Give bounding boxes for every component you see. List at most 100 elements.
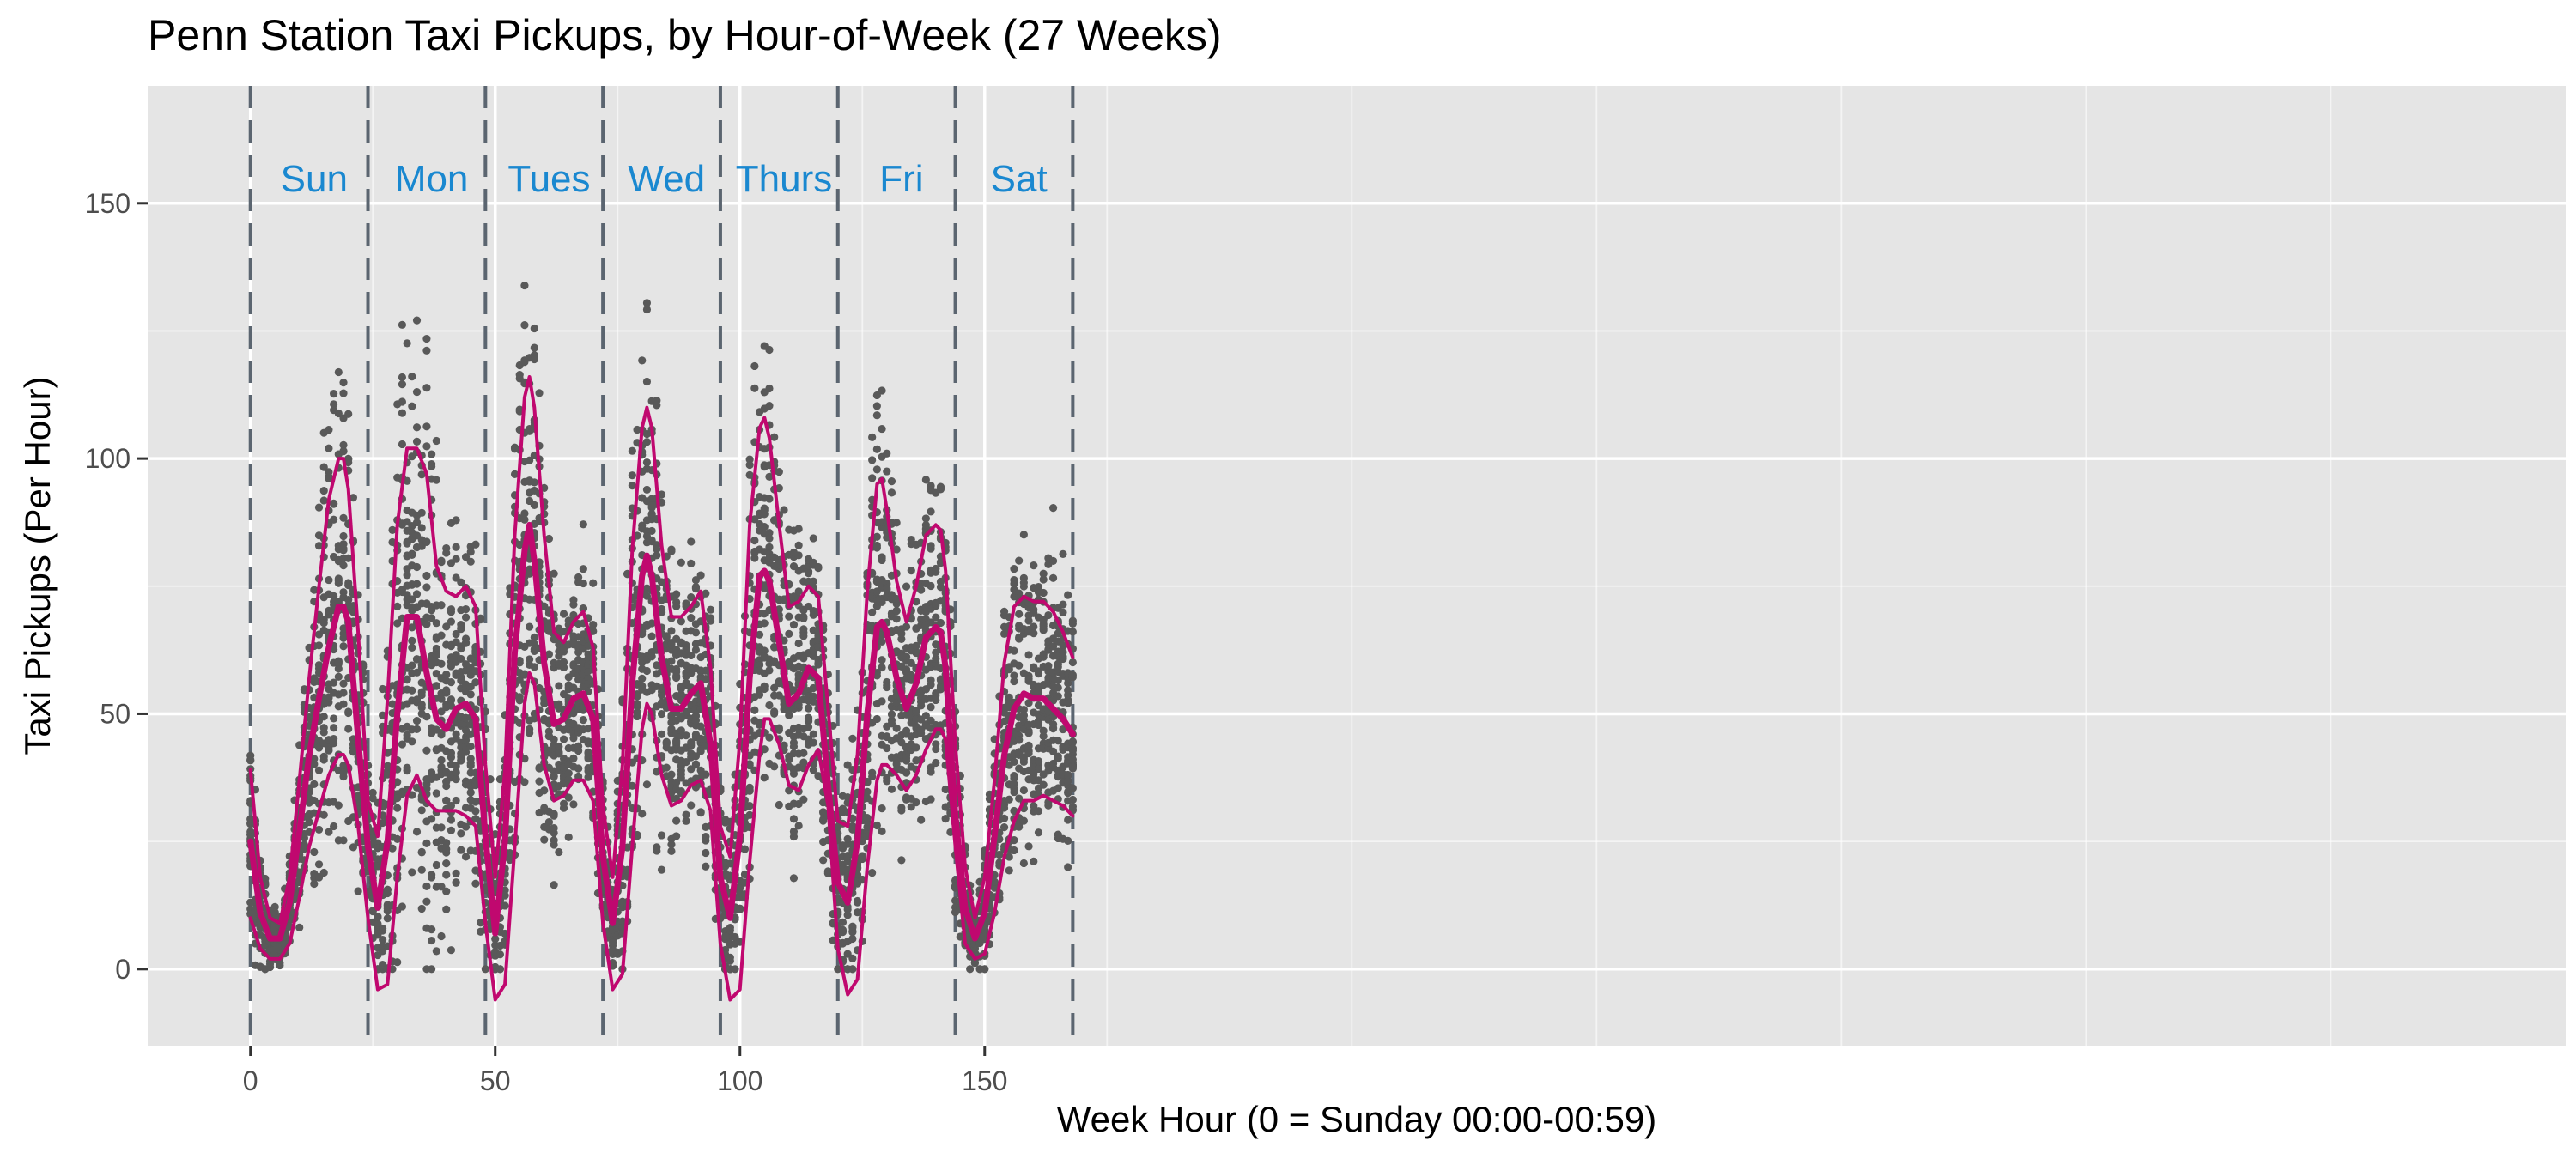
data-point [393, 778, 402, 786]
data-point [319, 463, 328, 471]
data-point [765, 701, 774, 710]
data-point [412, 580, 422, 588]
data-point [794, 551, 803, 560]
data-point [1005, 795, 1013, 804]
data-point [1015, 822, 1024, 831]
data-point [907, 535, 915, 544]
data-point [750, 537, 759, 545]
data-point [672, 737, 681, 746]
data-point [1030, 605, 1038, 614]
data-point [422, 785, 431, 793]
data-point [270, 908, 279, 917]
data-point [550, 881, 558, 889]
data-point [696, 747, 705, 755]
data-point [638, 674, 647, 683]
data-point [789, 621, 799, 629]
data-point [902, 726, 911, 735]
data-point [510, 470, 519, 478]
data-point [550, 735, 558, 743]
data-point [422, 537, 431, 546]
data-point [809, 730, 817, 738]
data-point [1005, 853, 1013, 861]
data-point [1024, 651, 1033, 659]
data-point [653, 545, 661, 554]
data-point [471, 879, 480, 888]
data-point [662, 763, 671, 772]
data-point [878, 697, 886, 706]
data-point [442, 839, 451, 847]
data-point [408, 550, 416, 559]
data-point [555, 847, 563, 857]
data-point [432, 947, 440, 956]
data-point [789, 874, 799, 883]
data-point [672, 816, 681, 825]
data-point [1064, 699, 1072, 707]
data-point [579, 579, 587, 588]
data-point [687, 669, 696, 677]
data-point [428, 450, 436, 458]
data-point [702, 836, 710, 845]
data-point [892, 545, 901, 554]
data-point [932, 758, 940, 768]
data-point [325, 444, 333, 452]
data-point [799, 625, 808, 634]
data-point [642, 305, 652, 314]
data-point [466, 788, 475, 797]
data-point [687, 537, 696, 546]
data-point [1039, 588, 1048, 598]
data-point [422, 346, 431, 355]
data-point [412, 828, 422, 836]
data-point [628, 471, 636, 480]
data-point [1010, 671, 1018, 680]
data-point [432, 476, 440, 484]
data-point [334, 409, 343, 418]
data-point [755, 661, 764, 670]
data-point [1024, 749, 1033, 758]
data-point [461, 853, 471, 861]
data-point [872, 445, 881, 453]
data-point [608, 938, 617, 947]
data-point [457, 644, 465, 653]
data-point [457, 578, 465, 586]
data-point [990, 877, 999, 886]
data-point [442, 686, 451, 695]
data-point [442, 905, 451, 913]
data-point [408, 373, 416, 381]
data-point [461, 613, 471, 622]
day-label: Mon [395, 158, 469, 200]
data-point [398, 380, 407, 389]
data-point [667, 657, 676, 665]
data-point [530, 633, 538, 641]
data-point [1019, 531, 1028, 539]
data-point [1015, 634, 1024, 643]
data-point [408, 636, 416, 646]
data-point [526, 729, 534, 737]
data-point [334, 664, 343, 673]
data-point [447, 608, 456, 616]
data-point [466, 742, 475, 751]
data-point [569, 734, 578, 743]
data-point [457, 621, 465, 629]
data-point [270, 902, 279, 911]
data-point [540, 835, 549, 844]
data-point [878, 804, 886, 813]
data-point [765, 529, 774, 537]
data-point [999, 814, 1009, 822]
data-point [491, 935, 500, 944]
data-point [1015, 794, 1024, 803]
data-point [408, 402, 416, 410]
data-point [789, 686, 799, 695]
data-point [736, 905, 744, 913]
data-point [447, 749, 456, 757]
data-point [1068, 795, 1077, 804]
data-point [461, 553, 471, 561]
data-point [682, 816, 690, 825]
data-point [530, 663, 538, 671]
data-point [452, 768, 460, 777]
data-point [339, 836, 348, 845]
data-point [887, 719, 896, 728]
data-point [702, 589, 710, 598]
data-point [902, 652, 911, 661]
data-point [868, 456, 877, 464]
data-point [344, 708, 353, 718]
